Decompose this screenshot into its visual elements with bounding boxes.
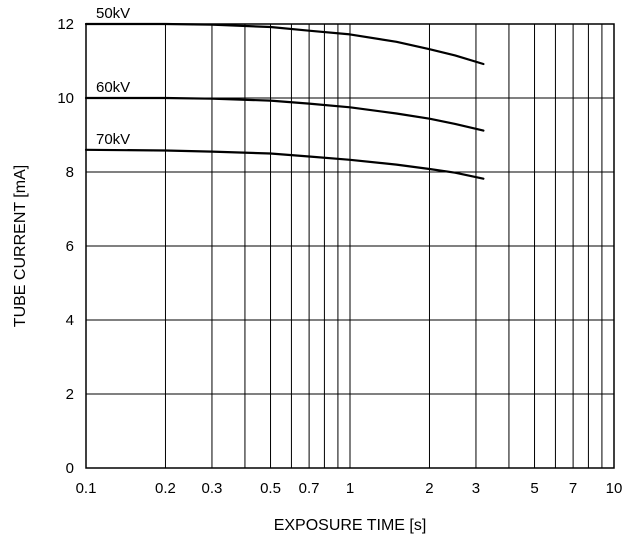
- x-tick-label: 10: [606, 480, 623, 497]
- x-tick-label: 0.7: [299, 480, 320, 497]
- series-line-50kV: [84, 22, 485, 66]
- x-tick-label: 0.3: [202, 480, 223, 497]
- plot-frame: [85, 23, 615, 469]
- x-tick-labels: 0.1 0.2 0.3 0.5 0.7 1 2 3 5 7 10: [76, 480, 623, 497]
- y-tick-label: 4: [66, 312, 74, 329]
- x-tick-label: 3: [472, 480, 480, 497]
- series-label-60kV: 60kV: [96, 79, 130, 96]
- x-tick-label: 1: [346, 480, 354, 497]
- y-tick-label: 10: [57, 90, 74, 107]
- x-tick-label: 2: [425, 480, 433, 497]
- y-tick-label: 12: [57, 16, 74, 33]
- series-line-60kV: [84, 96, 485, 132]
- x-axis-title: EXPOSURE TIME [s]: [274, 517, 427, 534]
- y-axis-title: TUBE CURRENT [mA]: [12, 165, 29, 327]
- x-tick-label: 0.1: [76, 480, 97, 497]
- x-tick-label: 5: [530, 480, 538, 497]
- x-tick-label: 7: [569, 480, 577, 497]
- series-line-70kV: [84, 148, 485, 180]
- series-label-70kV: 70kV: [96, 131, 130, 148]
- data-series: 50kV 60kV 70kV: [84, 5, 485, 180]
- y-tick-labels: 0 2 4 6 8 10 12: [57, 16, 74, 477]
- series-label-50kV: 50kV: [96, 5, 130, 22]
- x-tick-label: 0.2: [155, 480, 176, 497]
- y-tick-label: 6: [66, 238, 74, 255]
- y-tick-label: 2: [66, 386, 74, 403]
- y-tick-label: 8: [66, 164, 74, 181]
- y-tick-label: 0: [66, 460, 74, 477]
- x-tick-label: 0.5: [260, 480, 281, 497]
